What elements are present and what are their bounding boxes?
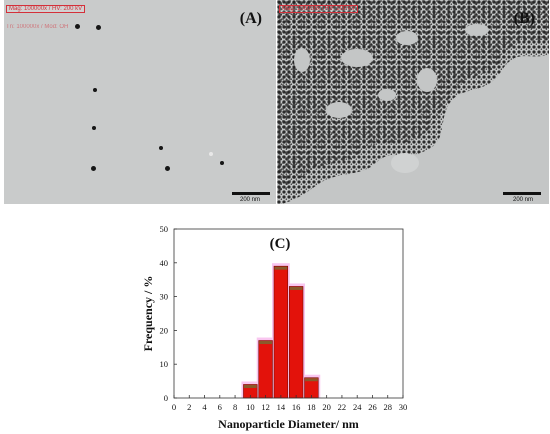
x-tick-label: 16	[292, 402, 301, 412]
panel-label-b: (B)	[513, 10, 535, 27]
bar-top	[305, 378, 318, 382]
x-tick-label: 14	[277, 402, 286, 412]
bar-top	[259, 341, 272, 345]
nanoparticle	[93, 88, 97, 92]
bar-top	[289, 286, 303, 290]
nanoparticle	[220, 161, 224, 165]
nanoparticle	[75, 24, 80, 29]
y-tick-label: 0	[164, 393, 168, 403]
plot-frame	[173, 228, 404, 399]
histogram-bar	[273, 265, 289, 399]
histogram-bar	[258, 340, 273, 399]
histogram-bar	[288, 286, 304, 399]
x-tick-label: 20	[322, 402, 331, 412]
particle-aggregate	[277, 0, 549, 204]
x-tick-label: 22	[338, 402, 347, 412]
scale-bar-a	[232, 192, 270, 195]
tem-info-a: Mag: 100000x / HV: 200 kV	[6, 5, 86, 13]
y-tick-label: 10	[160, 359, 169, 369]
scale-label-b: 200 nm	[513, 197, 534, 203]
y-tick-label: 50	[160, 224, 169, 234]
x-tick-label: 30	[399, 402, 408, 412]
y-tick-label: 20	[160, 325, 169, 335]
tem-image-a: Mag: 100000x / HV: 200 kV Tn: 100000x / …	[4, 0, 276, 204]
x-tick-label: 6	[218, 402, 222, 412]
y-tick-label: 40	[160, 258, 169, 268]
nanoparticle	[96, 25, 101, 30]
panel-label-a: (A)	[239, 10, 262, 27]
nanoparticle	[92, 126, 96, 130]
panel-label-c: (C)	[270, 236, 291, 252]
tem-image-b: Mag: 100000x / HV: 200 kV (B) 200 nm	[277, 0, 549, 204]
x-tick-label: 10	[246, 402, 255, 412]
x-tick-label: 4	[202, 402, 207, 412]
y-axis-title: Frequency / %	[141, 276, 155, 352]
bar-top	[243, 384, 257, 388]
nanoparticle	[165, 166, 170, 171]
tem-info-a-2: Tn: 100000x / Mod: OH	[6, 24, 69, 30]
x-tick-label: 8	[233, 402, 237, 412]
histogram-bars	[243, 265, 319, 399]
nanoparticle	[91, 166, 96, 171]
x-tick-label: 26	[368, 402, 377, 412]
y-tick-label: 30	[160, 292, 169, 302]
nanoparticle	[159, 146, 163, 150]
x-tick-label: 28	[383, 402, 392, 412]
x-tick-label: 18	[307, 402, 316, 412]
scale-label-a: 200 nm	[240, 197, 261, 203]
x-tick-label: 12	[261, 402, 270, 412]
x-tick-label: 0	[172, 402, 176, 412]
nanoparticle-bright	[209, 152, 213, 156]
scale-bar-b	[503, 192, 541, 195]
bar-top	[274, 266, 288, 270]
tem-info-b: Mag: 100000x / HV: 200 kV	[279, 5, 359, 13]
x-axis-title: Nanoparticle Diameter/ nm	[218, 417, 359, 431]
x-tick-label: 2	[187, 402, 191, 412]
x-tick-label: 24	[353, 402, 362, 412]
